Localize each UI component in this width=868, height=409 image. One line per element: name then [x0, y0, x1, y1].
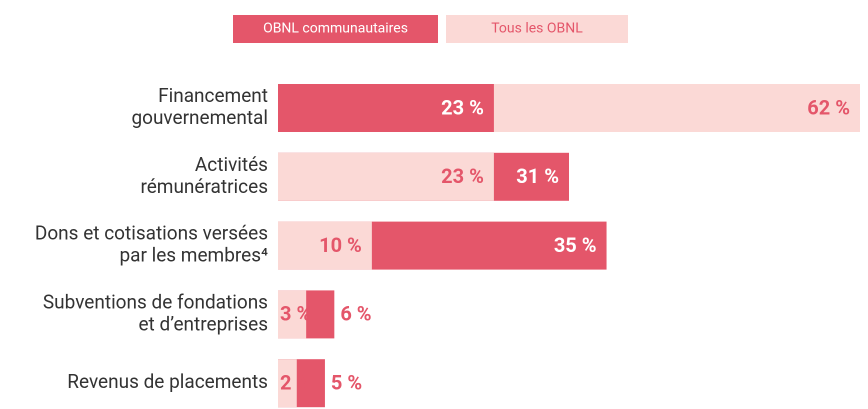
category-label: et d’entreprises: [138, 312, 268, 335]
category-label: Dons et cotisations versées: [35, 222, 268, 245]
value-label: 2 %: [280, 370, 311, 394]
value-label: 5 %: [331, 370, 362, 394]
bar: [278, 290, 307, 339]
legend-label: Tous les OBNL: [491, 21, 583, 37]
category-label: par les membres⁴: [119, 244, 268, 267]
value-label: 23 %: [441, 164, 484, 188]
value-label: 31 %: [516, 164, 559, 188]
category-label: Activités: [195, 153, 268, 176]
value-label: 23 %: [441, 95, 484, 119]
legend-label: OBNL communautaires: [263, 21, 408, 37]
category-label: rémunératrices: [140, 175, 268, 198]
category-label: Revenus de placements: [67, 370, 268, 393]
value-label: 62 %: [807, 95, 850, 119]
bar: [278, 359, 297, 408]
bar: [278, 84, 494, 132]
value-label: 10 %: [319, 233, 362, 257]
value-label: 6 %: [340, 302, 371, 326]
category-label: gouvernemental: [131, 106, 268, 129]
category-label: Financement: [158, 84, 268, 107]
value-label: 3 %: [280, 302, 311, 326]
bar: [278, 221, 372, 270]
category-label: Subventions de fondations: [43, 290, 268, 313]
bar: [278, 152, 494, 201]
value-label: 35 %: [554, 233, 597, 257]
legend-swatch: [446, 15, 628, 43]
legend-swatch: [233, 15, 438, 43]
